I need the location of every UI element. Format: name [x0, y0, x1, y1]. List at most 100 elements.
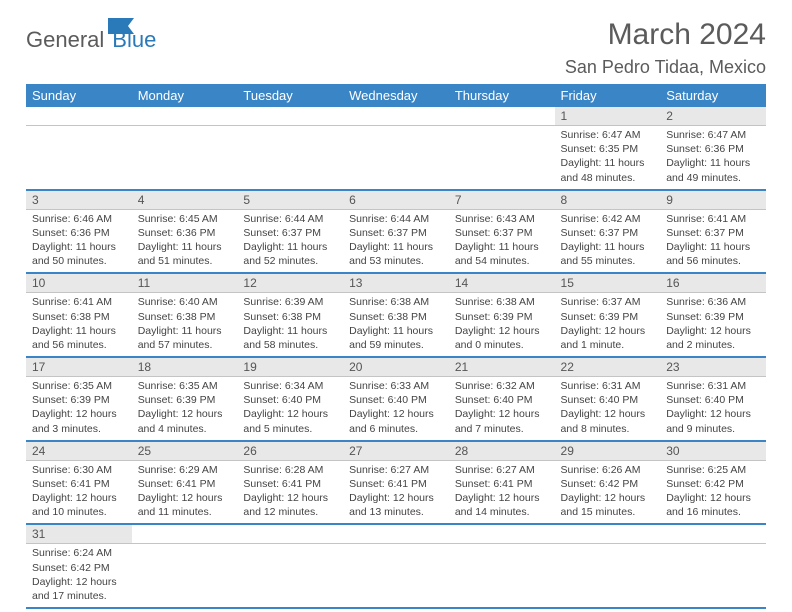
day-detail-cell: Sunrise: 6:25 AMSunset: 6:42 PMDaylight:… [660, 460, 766, 524]
day-number-cell [237, 107, 343, 126]
day-detail-cell: Sunrise: 6:46 AMSunset: 6:36 PMDaylight:… [26, 209, 132, 273]
day-detail-cell: Sunrise: 6:38 AMSunset: 6:39 PMDaylight:… [449, 293, 555, 357]
day-detail-cell: Sunrise: 6:44 AMSunset: 6:37 PMDaylight:… [237, 209, 343, 273]
day-number-cell [237, 524, 343, 544]
day-detail-cell [132, 126, 238, 190]
logo-word2: Blue [112, 27, 156, 53]
logo-word1: General [26, 27, 104, 53]
detail-row: Sunrise: 6:41 AMSunset: 6:38 PMDaylight:… [26, 293, 766, 357]
calendar-table: SundayMondayTuesdayWednesdayThursdayFrid… [26, 84, 766, 609]
day-number-cell [660, 524, 766, 544]
day-detail-cell [555, 544, 661, 608]
day-detail-cell: Sunrise: 6:44 AMSunset: 6:37 PMDaylight:… [343, 209, 449, 273]
day-number-cell [26, 107, 132, 126]
daynum-row: 24252627282930 [26, 441, 766, 461]
day-number-cell: 12 [237, 273, 343, 293]
day-number-cell: 1 [555, 107, 661, 126]
day-detail-cell: Sunrise: 6:36 AMSunset: 6:39 PMDaylight:… [660, 293, 766, 357]
day-number-cell: 25 [132, 441, 238, 461]
day-detail-cell [449, 544, 555, 608]
day-number-cell: 28 [449, 441, 555, 461]
daynum-row: 10111213141516 [26, 273, 766, 293]
daynum-row: 3456789 [26, 190, 766, 210]
day-number-cell: 17 [26, 357, 132, 377]
logo: General Blue [26, 18, 156, 53]
detail-row: Sunrise: 6:47 AMSunset: 6:35 PMDaylight:… [26, 126, 766, 190]
day-number-cell [343, 107, 449, 126]
day-number-cell: 31 [26, 524, 132, 544]
day-number-cell: 13 [343, 273, 449, 293]
day-detail-cell [343, 126, 449, 190]
day-number-cell [343, 524, 449, 544]
day-detail-cell: Sunrise: 6:33 AMSunset: 6:40 PMDaylight:… [343, 377, 449, 441]
day-number-cell: 15 [555, 273, 661, 293]
day-detail-cell: Sunrise: 6:31 AMSunset: 6:40 PMDaylight:… [555, 377, 661, 441]
location: San Pedro Tidaa, Mexico [565, 57, 766, 78]
day-number-cell: 14 [449, 273, 555, 293]
day-detail-cell: Sunrise: 6:47 AMSunset: 6:36 PMDaylight:… [660, 126, 766, 190]
day-detail-cell: Sunrise: 6:38 AMSunset: 6:38 PMDaylight:… [343, 293, 449, 357]
detail-row: Sunrise: 6:30 AMSunset: 6:41 PMDaylight:… [26, 460, 766, 524]
day-number-cell: 2 [660, 107, 766, 126]
day-detail-cell: Sunrise: 6:43 AMSunset: 6:37 PMDaylight:… [449, 209, 555, 273]
day-number-cell: 4 [132, 190, 238, 210]
day-number-cell: 9 [660, 190, 766, 210]
day-detail-cell: Sunrise: 6:41 AMSunset: 6:38 PMDaylight:… [26, 293, 132, 357]
day-detail-cell: Sunrise: 6:34 AMSunset: 6:40 PMDaylight:… [237, 377, 343, 441]
day-number-cell: 19 [237, 357, 343, 377]
day-number-cell: 8 [555, 190, 661, 210]
day-number-cell: 10 [26, 273, 132, 293]
day-number-cell: 21 [449, 357, 555, 377]
daynum-row: 31 [26, 524, 766, 544]
title-block: March 2024 San Pedro Tidaa, Mexico [565, 18, 766, 78]
day-number-cell [132, 107, 238, 126]
day-number-cell: 18 [132, 357, 238, 377]
dayname-header: Friday [555, 84, 661, 107]
day-detail-cell: Sunrise: 6:27 AMSunset: 6:41 PMDaylight:… [449, 460, 555, 524]
month-title: March 2024 [565, 18, 766, 51]
day-detail-cell: Sunrise: 6:45 AMSunset: 6:36 PMDaylight:… [132, 209, 238, 273]
day-number-cell: 20 [343, 357, 449, 377]
day-detail-cell: Sunrise: 6:28 AMSunset: 6:41 PMDaylight:… [237, 460, 343, 524]
day-number-cell: 30 [660, 441, 766, 461]
day-number-cell: 11 [132, 273, 238, 293]
day-number-cell: 24 [26, 441, 132, 461]
day-number-cell: 3 [26, 190, 132, 210]
day-detail-cell: Sunrise: 6:47 AMSunset: 6:35 PMDaylight:… [555, 126, 661, 190]
day-number-cell: 7 [449, 190, 555, 210]
day-number-cell: 23 [660, 357, 766, 377]
day-detail-cell [660, 544, 766, 608]
detail-row: Sunrise: 6:35 AMSunset: 6:39 PMDaylight:… [26, 377, 766, 441]
day-detail-cell: Sunrise: 6:35 AMSunset: 6:39 PMDaylight:… [132, 377, 238, 441]
day-number-cell [449, 107, 555, 126]
day-detail-cell [343, 544, 449, 608]
day-detail-cell [237, 544, 343, 608]
detail-row: Sunrise: 6:24 AMSunset: 6:42 PMDaylight:… [26, 544, 766, 608]
day-number-cell: 22 [555, 357, 661, 377]
day-number-cell: 16 [660, 273, 766, 293]
day-detail-cell: Sunrise: 6:40 AMSunset: 6:38 PMDaylight:… [132, 293, 238, 357]
day-detail-cell: Sunrise: 6:41 AMSunset: 6:37 PMDaylight:… [660, 209, 766, 273]
day-detail-cell: Sunrise: 6:26 AMSunset: 6:42 PMDaylight:… [555, 460, 661, 524]
day-detail-cell: Sunrise: 6:37 AMSunset: 6:39 PMDaylight:… [555, 293, 661, 357]
detail-row: Sunrise: 6:46 AMSunset: 6:36 PMDaylight:… [26, 209, 766, 273]
dayname-header: Monday [132, 84, 238, 107]
dayname-header: Wednesday [343, 84, 449, 107]
day-detail-cell: Sunrise: 6:30 AMSunset: 6:41 PMDaylight:… [26, 460, 132, 524]
dayname-header: Saturday [660, 84, 766, 107]
day-detail-cell: Sunrise: 6:24 AMSunset: 6:42 PMDaylight:… [26, 544, 132, 608]
day-detail-cell: Sunrise: 6:29 AMSunset: 6:41 PMDaylight:… [132, 460, 238, 524]
day-number-cell [449, 524, 555, 544]
day-detail-cell: Sunrise: 6:32 AMSunset: 6:40 PMDaylight:… [449, 377, 555, 441]
dayname-header: Thursday [449, 84, 555, 107]
day-number-cell: 26 [237, 441, 343, 461]
day-number-cell: 6 [343, 190, 449, 210]
day-detail-cell: Sunrise: 6:35 AMSunset: 6:39 PMDaylight:… [26, 377, 132, 441]
day-detail-cell: Sunrise: 6:42 AMSunset: 6:37 PMDaylight:… [555, 209, 661, 273]
day-number-cell [555, 524, 661, 544]
day-number-cell [132, 524, 238, 544]
daynum-row: 17181920212223 [26, 357, 766, 377]
day-detail-cell: Sunrise: 6:27 AMSunset: 6:41 PMDaylight:… [343, 460, 449, 524]
day-detail-cell [132, 544, 238, 608]
day-number-cell: 29 [555, 441, 661, 461]
